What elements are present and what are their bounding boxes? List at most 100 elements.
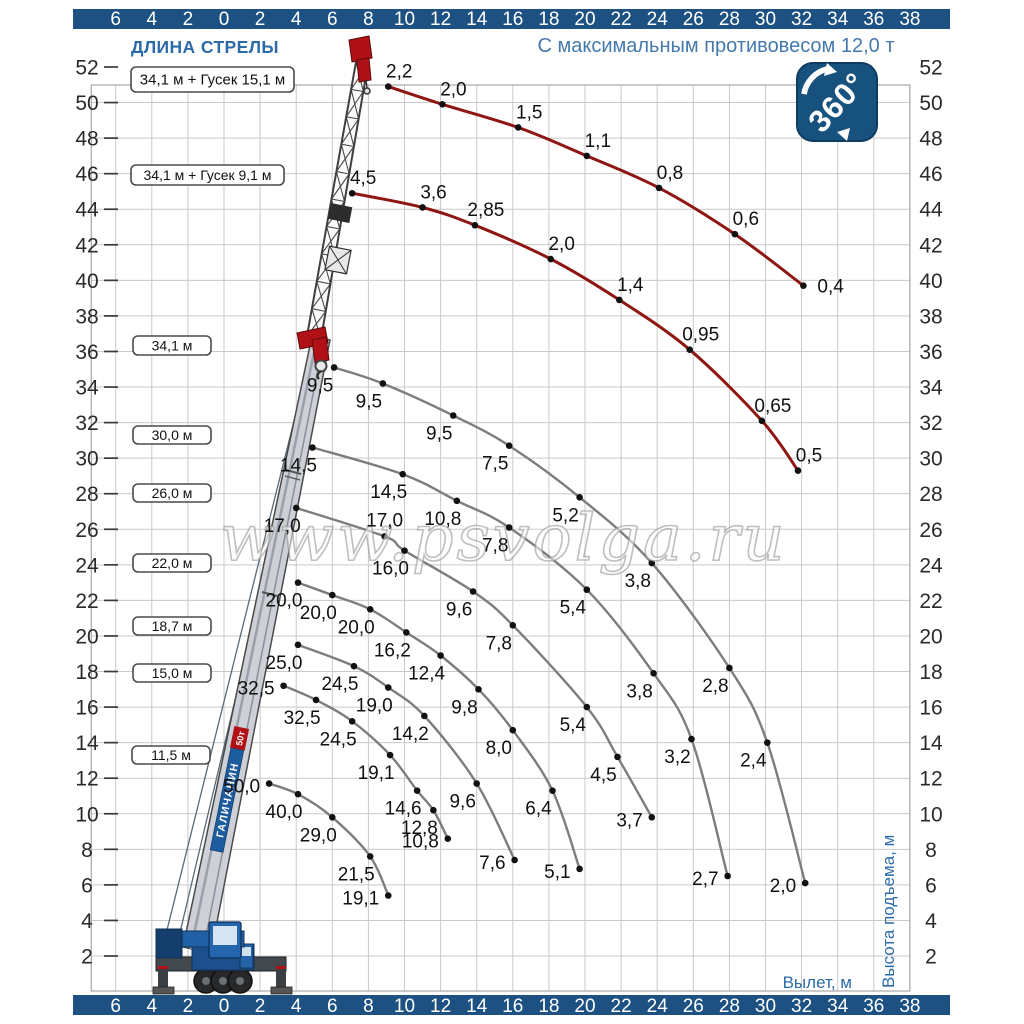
capacity-point [731,230,739,238]
y-axis-tick-label: 12 [75,768,98,791]
capacity-label: 0,4 [817,277,844,298]
y-axis-label: Высота подъема, м [879,835,898,988]
y-axis-tick-label: 14 [919,732,943,755]
x-axis-tick-label: 2 [183,996,194,1017]
boom-length-box: 18,7 м [132,616,212,636]
y-axis-tick-label: 2 [81,946,93,969]
x-axis-tick-label: 32 [791,996,812,1017]
y-axis-tick-label: 6 [81,874,93,897]
capacity-point [801,879,809,887]
capacity-label: 24,5 [320,729,357,750]
jib-rung [346,116,359,120]
capacity-label: 9,8 [451,697,477,718]
y-axis-tick-label: 28 [919,483,942,506]
x-axis-tick-label: 8 [363,9,374,30]
x-axis-label: Вылет, м [783,973,852,992]
crane-illustration: ГАЛИЧАНИН 50т [152,35,373,995]
y-axis-tick-label: 32 [75,412,98,435]
jib-hook-icon [363,87,371,95]
capacity-point [686,346,693,354]
outrigger-pad [152,986,175,995]
capacity-label: 1,5 [516,102,542,123]
boom-length-box-frame [132,425,212,445]
capacity-point [348,718,356,725]
y-axis-tick-label: 22 [919,590,942,613]
y-axis-tick-label: 18 [75,661,98,684]
jib-joint [324,245,352,275]
capacity-label: 25,0 [266,653,303,674]
capacity-point [509,726,517,734]
capacity-point [688,735,695,743]
x-axis-tick-label: 12 [430,9,451,30]
boom-length-box: 34,1 м + Гусек 15,1 м [130,66,295,93]
outrigger-stripe [276,966,286,970]
x-axis-tick-label: 14 [466,996,488,1017]
rotate-arrow-icon [801,66,828,95]
jib-brace [316,281,327,312]
rotation-badge: 360° [796,62,878,142]
hook-ring [314,359,328,373]
capacity-label: 14,5 [280,455,317,476]
boom-length-box-label: 22,0 м [152,555,193,571]
y-axis-tick-label: 32 [919,412,942,435]
y-axis-tick-label: 52 [75,57,98,80]
capacity-point [449,412,457,419]
capacity-label: 10,8 [424,509,461,530]
capacity-label: 8,0 [486,738,512,759]
capacity-label: 3,8 [626,681,652,702]
x-axis-tick-label: 28 [719,9,740,30]
y-axis-tick-label: 8 [925,839,937,862]
capacity-label: 2,8 [702,676,728,697]
y-axis-tick-label: 30 [75,448,98,471]
capacity-label: 2,0 [440,79,466,100]
x-axis-tick-label: 34 [827,9,849,30]
y-axis-tick-label: 24 [75,554,99,577]
capacity-label: 3,6 [420,182,446,203]
watermark: www.psvolga.ru [220,501,787,576]
boom-length-box-frame [131,745,211,765]
capacity-point [439,101,446,108]
y-axis-tick-label: 38 [75,305,98,328]
counterweight [155,928,183,959]
jib-hook-line [365,79,368,89]
boom-joint [261,591,278,597]
x-axis-top: 6 4 2 0 2 4 6 8 10 12 14 16 18 20 22 24 26 28 30 32 34 36 38 [73,9,950,30]
capacity-point [329,814,336,821]
capacity-point [648,559,656,567]
capacity-label: 3,7 [616,810,642,831]
capacity-point [794,467,802,474]
boom-length-box: 34,1 м + Гусек 9,1 м [130,164,285,186]
capacity-label: 1,1 [585,131,611,152]
x-axis-tick-label: 22 [611,996,632,1017]
x-axis-tick-label: 10 [394,996,415,1017]
capacity-label: 14,6 [385,799,422,820]
y-axis-tick-label: 52 [919,57,942,80]
x-axis-tick-label: 24 [647,9,669,30]
boom-stripe [202,338,325,952]
x-axis-tick-label: 8 [363,996,374,1017]
jib-rung [341,143,354,148]
y-axis-tick-label: 30 [919,448,942,471]
x-axis-tick-label: 18 [538,996,559,1017]
axis-bar [73,995,950,1015]
capacity-label: 2,2 [386,62,412,83]
capacity-point [437,652,444,659]
capacity-point [413,787,421,794]
x-axis-tick-label: 30 [755,9,776,30]
x-axis-tick-label: 20 [574,9,595,30]
x-axis-tick-label: 16 [502,9,523,30]
capacity-point [384,83,392,90]
boom-length-box: 11,5 м [131,745,211,765]
y-axis-tick-label: 46 [75,163,98,186]
x-axis-tick-label: 4 [291,996,302,1017]
capacity-label: 7,5 [482,454,508,475]
capacity-point [444,835,452,842]
jib-lattice [306,61,369,340]
y-axis-tick-label: 16 [75,697,98,720]
capacity-label: 17,0 [366,510,403,531]
jib-rung [311,308,326,313]
boom-length-box-label: 30,0 м [152,427,193,443]
rotate-arrowhead-icon [837,128,850,141]
capacity-label: 50,0 [223,777,260,798]
